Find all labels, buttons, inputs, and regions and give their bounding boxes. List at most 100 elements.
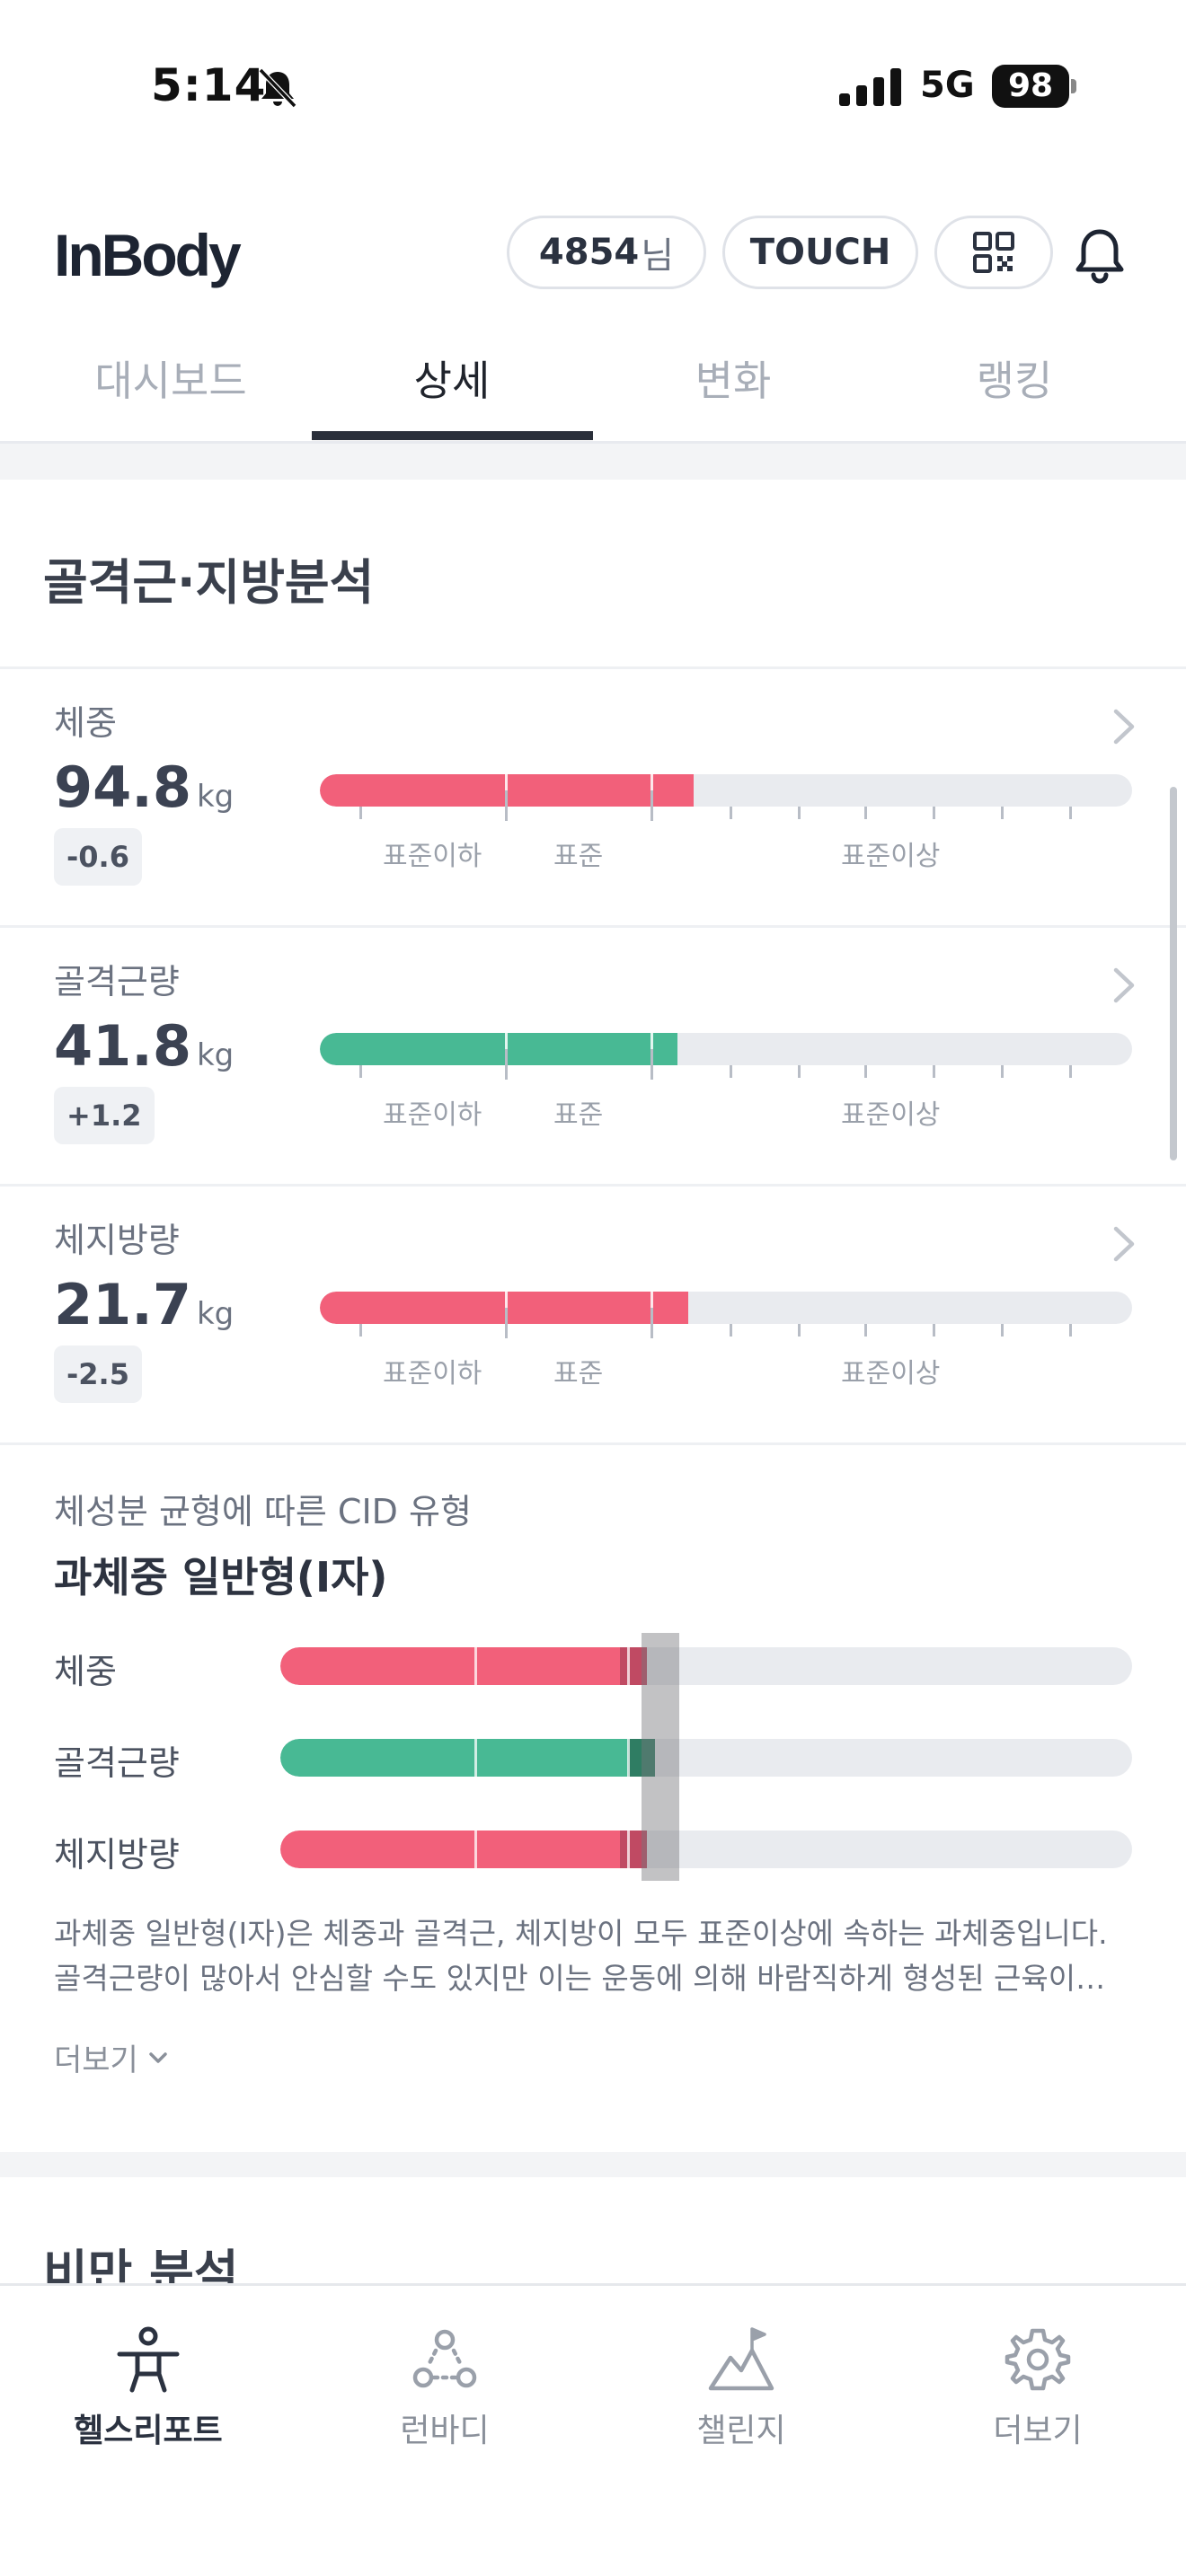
network-type: 5G (920, 65, 975, 106)
cid-label-skeletal-muscle: 골격근량 (54, 1743, 180, 1783)
qr-button[interactable] (934, 216, 1053, 289)
metric-delta: -0.6 (54, 828, 142, 886)
app-header: InBody 4854 님 TOUCH (0, 207, 1186, 314)
section-gap (0, 444, 1186, 480)
person-icon (117, 2326, 180, 2393)
bar-divider (474, 1647, 477, 1685)
scale-tick (798, 807, 801, 819)
qr-code-icon (973, 232, 1014, 273)
scale-tick (359, 1324, 362, 1337)
battery-icon: 98 (992, 65, 1069, 108)
level-bar (320, 1033, 1132, 1065)
cid-bar-fill (280, 1739, 656, 1777)
section-title: 골격근·지방분석 (43, 554, 375, 611)
battery-tip (1071, 79, 1076, 93)
gear-icon (1005, 2328, 1071, 2391)
tab-ranking[interactable]: 랭킹 (976, 357, 1053, 405)
metric-number: 41.8 (54, 1013, 191, 1079)
user-id: 4854 (538, 232, 640, 273)
scale-tick (505, 1049, 508, 1080)
nav-more[interactable]: 더보기 (890, 2324, 1186, 2451)
scrollbar[interactable] (1170, 787, 1177, 1160)
cid-label-weight: 체중 (54, 1652, 117, 1691)
divider (0, 925, 1186, 928)
level-bar-fill (320, 1292, 688, 1324)
scale-tick (933, 1065, 935, 1078)
metric-value: 41.8 kg (54, 1013, 234, 1079)
scale-label-below: 표준이하 (383, 841, 482, 872)
scale-tick (933, 807, 935, 819)
scale-label-standard: 표준 (553, 1099, 604, 1131)
cid-bar-weight (280, 1647, 1132, 1685)
nav-runbody[interactable]: 런바디 (296, 2324, 593, 2451)
cid-description: 과체중 일반형(I자)은 체중과 골격근, 체지방이 모두 표준이상에 속하는 … (54, 1911, 1141, 2001)
scale-tick (864, 807, 867, 819)
scale-tick (798, 1065, 801, 1078)
nav-label: 런바디 (400, 2413, 490, 2449)
scale-tick (730, 1324, 732, 1337)
level-bar-fill (320, 1033, 677, 1065)
metric-delta: -2.5 (54, 1345, 142, 1403)
scale-tick (730, 1065, 732, 1078)
cid-bar-tip (619, 1647, 647, 1685)
nav-health-report[interactable]: 헬스리포트 (0, 2324, 296, 2451)
tab-change[interactable]: 변화 (695, 357, 772, 405)
cid-standard-band (642, 1633, 679, 1881)
user-id-button[interactable]: 4854 님 (507, 216, 706, 289)
notification-bell-icon[interactable] (1071, 226, 1128, 286)
scale-tick (1069, 1065, 1072, 1078)
metric-row-skeletal-muscle[interactable]: 골격근량 41.8 kg +1.2 표준이하 표준 표준이상 (0, 927, 1186, 1184)
cid-bar-fill (280, 1647, 647, 1685)
scale-tick (505, 790, 508, 821)
scale-tick (1001, 1065, 1004, 1078)
scale-tick (864, 1324, 867, 1337)
nav-label: 더보기 (993, 2413, 1083, 2449)
more-label: 더보기 (54, 2042, 138, 2078)
scale-tick (798, 1324, 801, 1337)
scale-label-above: 표준이상 (841, 841, 941, 872)
cid-label-body-fat: 체지방량 (54, 1835, 180, 1875)
metric-value: 94.8 kg (54, 754, 234, 820)
cid-bar-fill (280, 1831, 647, 1868)
scale-tick (651, 1049, 653, 1080)
tab-indicator (312, 431, 593, 440)
cid-description-line: 골격근량이 많아서 안심할 수도 있지만 이는 운동에 의해 바람직하게 형성된… (54, 1961, 1106, 1996)
nav-challenge[interactable]: 챌린지 (593, 2324, 890, 2451)
metric-number: 21.7 (54, 1272, 191, 1337)
metric-unit: kg (196, 1296, 235, 1332)
inbody-logo: InBody (54, 222, 242, 288)
cid-type: 과체중 일반형(I자) (54, 1553, 388, 1601)
scale-tick (359, 1065, 362, 1078)
cid-bar-skeletal-muscle (280, 1739, 1132, 1777)
metric-label: 체중 (54, 703, 117, 743)
scale-label-standard: 표준 (553, 841, 604, 872)
bar-divider (627, 1831, 630, 1868)
metric-row-weight[interactable]: 체중 94.8 kg -0.6 표준이하 표준 표준이상 (0, 668, 1186, 925)
nav-label: 챌린지 (696, 2413, 786, 2449)
scale-tick (933, 1324, 935, 1337)
scale-label-below: 표준이하 (383, 1099, 482, 1131)
metric-number: 94.8 (54, 754, 191, 820)
more-button[interactable]: 더보기 (54, 2035, 169, 2079)
level-bar (320, 774, 1132, 807)
cid-description-line: 과체중 일반형(I자)은 체중과 골격근, 체지방이 모두 표준이상에 속하는 … (54, 1916, 1108, 1951)
scale-tick (651, 790, 653, 821)
scale-tick (1001, 807, 1004, 819)
tab-detail[interactable]: 상세 (413, 357, 491, 405)
bar-divider (474, 1739, 477, 1777)
scale-tick (730, 807, 732, 819)
scale-tick (1069, 807, 1072, 819)
metric-unit: kg (196, 779, 235, 815)
touch-label: TOUCH (749, 232, 891, 273)
cid-bar-tip (619, 1831, 647, 1868)
user-suffix: 님 (641, 235, 675, 277)
tab-bar: 대시보드 상세 변화 랭킹 (0, 332, 1186, 444)
metric-row-body-fat[interactable]: 체지방량 21.7 kg -2.5 표준이하 표준 표준이상 (0, 1186, 1186, 1442)
nav-label: 헬스리포트 (74, 2413, 223, 2449)
cid-subtitle: 체성분 균형에 따른 CID 유형 (54, 1492, 472, 1531)
bar-divider (627, 1647, 630, 1685)
tab-dashboard[interactable]: 대시보드 (94, 357, 247, 405)
scale-tick (1001, 1324, 1004, 1337)
touch-button[interactable]: TOUCH (722, 216, 918, 289)
bar-divider (627, 1739, 630, 1777)
